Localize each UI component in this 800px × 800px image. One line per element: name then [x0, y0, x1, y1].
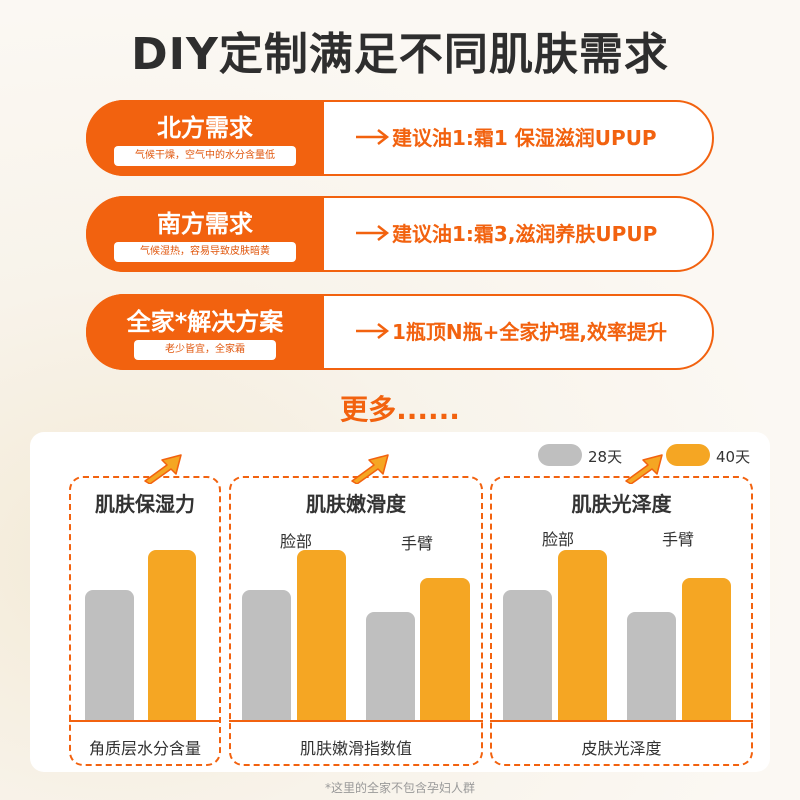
row-title: 南方需求: [157, 210, 253, 238]
requirement-row-north: 北方需求 气候干燥，空气中的水分含量低 建议油1:霜1 保湿滋润UPUP: [86, 100, 714, 176]
requirement-row-family: 全家*解决方案 老少皆宜，全家霜 1瓶顶N瓶+全家护理,效率提升: [86, 294, 714, 370]
panel-baseline: [490, 720, 753, 722]
row-recommendation: 建议油1:霜1 保湿滋润UPUP: [392, 126, 657, 150]
arrow-right-icon: [356, 225, 390, 241]
panel-title: 肌肤光泽度: [571, 492, 672, 516]
bar-28-arm: [627, 612, 676, 720]
panel-baseline: [229, 720, 483, 722]
panel-baseline: [69, 720, 221, 722]
arrow-right-icon: [356, 323, 390, 339]
panel-bottom-label: 肌肤嫩滑指数值: [299, 739, 412, 758]
panel-moisture: [69, 476, 221, 766]
bar-28-face: [242, 590, 291, 720]
panel-title: 肌肤保湿力: [95, 492, 195, 516]
group-label-face: 脸部: [279, 532, 312, 551]
bar-40-face: [297, 550, 346, 720]
row-subtitle: 气候湿热，容易导致皮肤暗黄: [114, 242, 296, 262]
legend-label-28: 28天: [588, 448, 623, 466]
row-title: 北方需求: [157, 114, 253, 142]
bar-28-moisture: [85, 590, 134, 720]
trend-up-arrow-icon: [351, 454, 389, 484]
more-text: 更多......: [340, 393, 460, 426]
panel-bottom-label: 角质层水分含量: [88, 739, 201, 758]
bar-40-arm: [682, 578, 731, 720]
footnote: *这里的全家不包含孕妇人群: [324, 781, 475, 795]
group-label-arm: 手臂: [400, 534, 433, 553]
bar-28-face: [503, 590, 552, 720]
trend-up-arrow-icon: [625, 454, 663, 484]
panel-glow: [490, 476, 753, 766]
panel-title: 肌肤嫩滑度: [306, 492, 406, 516]
row-title: 全家*解决方案: [126, 308, 284, 336]
group-label-face: 脸部: [541, 530, 574, 549]
page-title: DIY定制满足不同肌肤需求: [131, 29, 669, 80]
legend-swatch-40: [666, 444, 710, 466]
row-subtitle: 老少皆宜，全家霜: [134, 340, 276, 360]
bar-28-arm: [366, 612, 415, 720]
bar-40-face: [558, 550, 607, 720]
trend-up-arrow-icon: [144, 454, 182, 484]
row-subtitle: 气候干燥，空气中的水分含量低: [114, 146, 296, 166]
panel-bottom-label: 皮肤光泽度: [581, 739, 662, 758]
row-recommendation: 建议油1:霜3,滋润养肤UPUP: [392, 222, 658, 246]
legend-label-40: 40天: [716, 448, 751, 466]
bar-40-arm: [420, 578, 470, 720]
row-recommendation: 1瓶顶N瓶+全家护理,效率提升: [392, 320, 668, 344]
panel-smoothness: [229, 476, 483, 766]
legend-swatch-28: [538, 444, 582, 466]
group-label-arm: 手臂: [661, 530, 694, 549]
requirement-row-south: 南方需求 气候湿热，容易导致皮肤暗黄 建议油1:霜3,滋润养肤UPUP: [86, 196, 714, 272]
bar-40-moisture: [148, 550, 196, 720]
arrow-right-icon: [356, 129, 390, 145]
